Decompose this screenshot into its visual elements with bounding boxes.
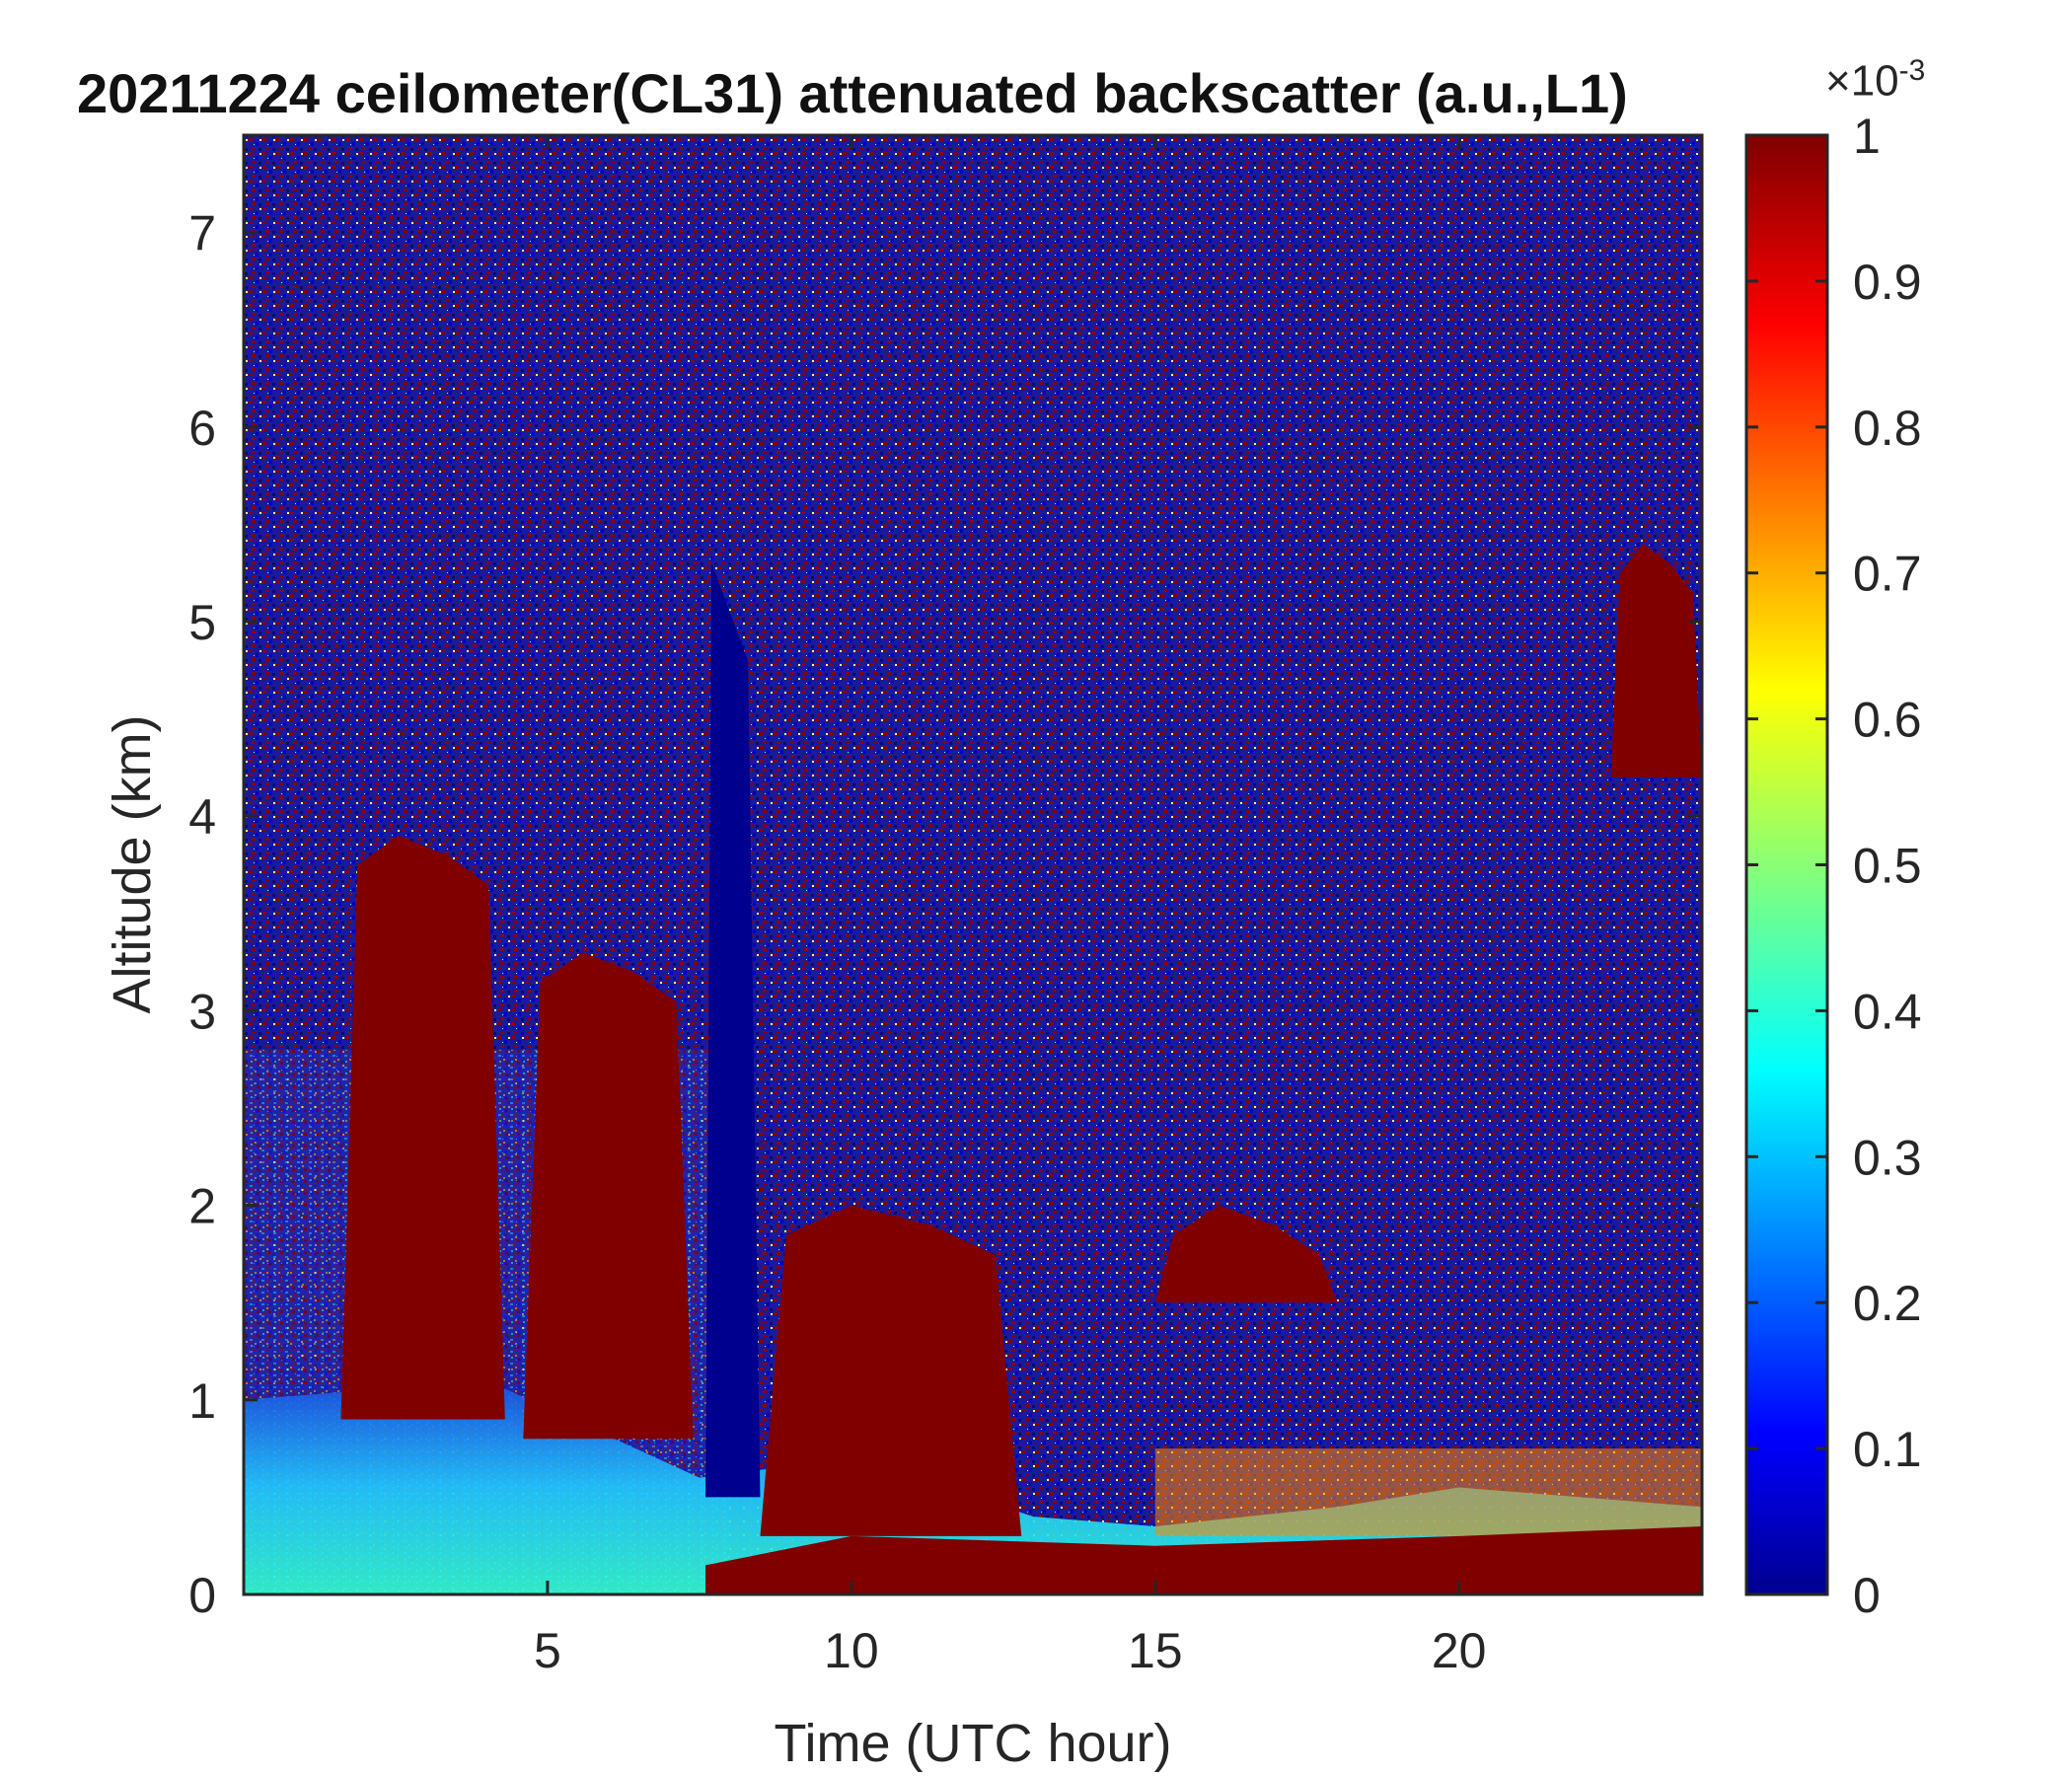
colorbar-tick-label: 0 [1853, 1568, 1881, 1623]
y-tick-label: 0 [188, 1568, 216, 1623]
colorbar-multiplier-exp: -3 [1898, 54, 1926, 87]
cloud-column [523, 952, 694, 1440]
chart-title: 20211224 ceilometer(CL31) attenuated bac… [77, 62, 1628, 124]
plot-frame [242, 133, 1704, 1596]
colorbar-tick-label: 0.1 [1853, 1422, 1922, 1477]
colorbar-tick-label: 0.7 [1853, 547, 1922, 602]
y-tick-label: 6 [188, 401, 216, 456]
y-tick-label: 5 [188, 595, 216, 650]
colorbar-tick-label: 1 [1853, 109, 1881, 164]
x-axis: 5 10 15 20 [534, 135, 1486, 1678]
colorbar-tick-label: 0.4 [1853, 984, 1922, 1039]
colorbar-tick-label: 0.2 [1853, 1276, 1922, 1331]
y-tick-label: 3 [188, 984, 216, 1039]
colorbar-tick-label: 0.5 [1853, 839, 1922, 894]
y-tick-label: 4 [188, 789, 216, 845]
y-tick-label: 2 [188, 1179, 216, 1234]
low-cloud-layer [705, 1525, 1702, 1594]
colorbar-tick-label: 0.9 [1853, 255, 1922, 310]
colorbar-tick-label: 0.8 [1853, 401, 1922, 456]
x-tick-label: 10 [824, 1623, 879, 1678]
colorbar-multiplier: ×10-3 [1825, 54, 1925, 107]
heatmap-plot [244, 135, 1702, 1594]
colorbar-tick-label: 0.6 [1853, 693, 1922, 748]
colorbar-multiplier-base: ×10 [1825, 56, 1899, 106]
x-tick-label: 15 [1128, 1623, 1183, 1678]
colorbar-ticks: 0 0.1 0.2 0.3 0.4 0.5 0.6 0.7 0.8 0.9 1 [1746, 109, 1922, 1623]
y-axis-label: Altitude (km) [103, 714, 162, 1013]
colorbar-bar [1744, 133, 1829, 1596]
colorbar-tick-label: 0.3 [1853, 1130, 1922, 1185]
y-tick-label: 1 [188, 1373, 216, 1429]
y-axis: 0 1 2 3 4 5 6 7 [188, 206, 1702, 1623]
y-tick-label: 7 [188, 206, 216, 261]
clear-column [705, 562, 761, 1498]
cloud-column [1154, 1205, 1338, 1303]
x-axis-label: Time (UTC hour) [774, 1714, 1171, 1773]
x-tick-label: 20 [1432, 1623, 1487, 1678]
aerosol-band [1154, 1448, 1702, 1536]
x-tick-label: 5 [534, 1623, 561, 1678]
cloud-column [340, 835, 505, 1420]
cloud-column [1610, 544, 1702, 777]
cloud-column [760, 1205, 1022, 1536]
